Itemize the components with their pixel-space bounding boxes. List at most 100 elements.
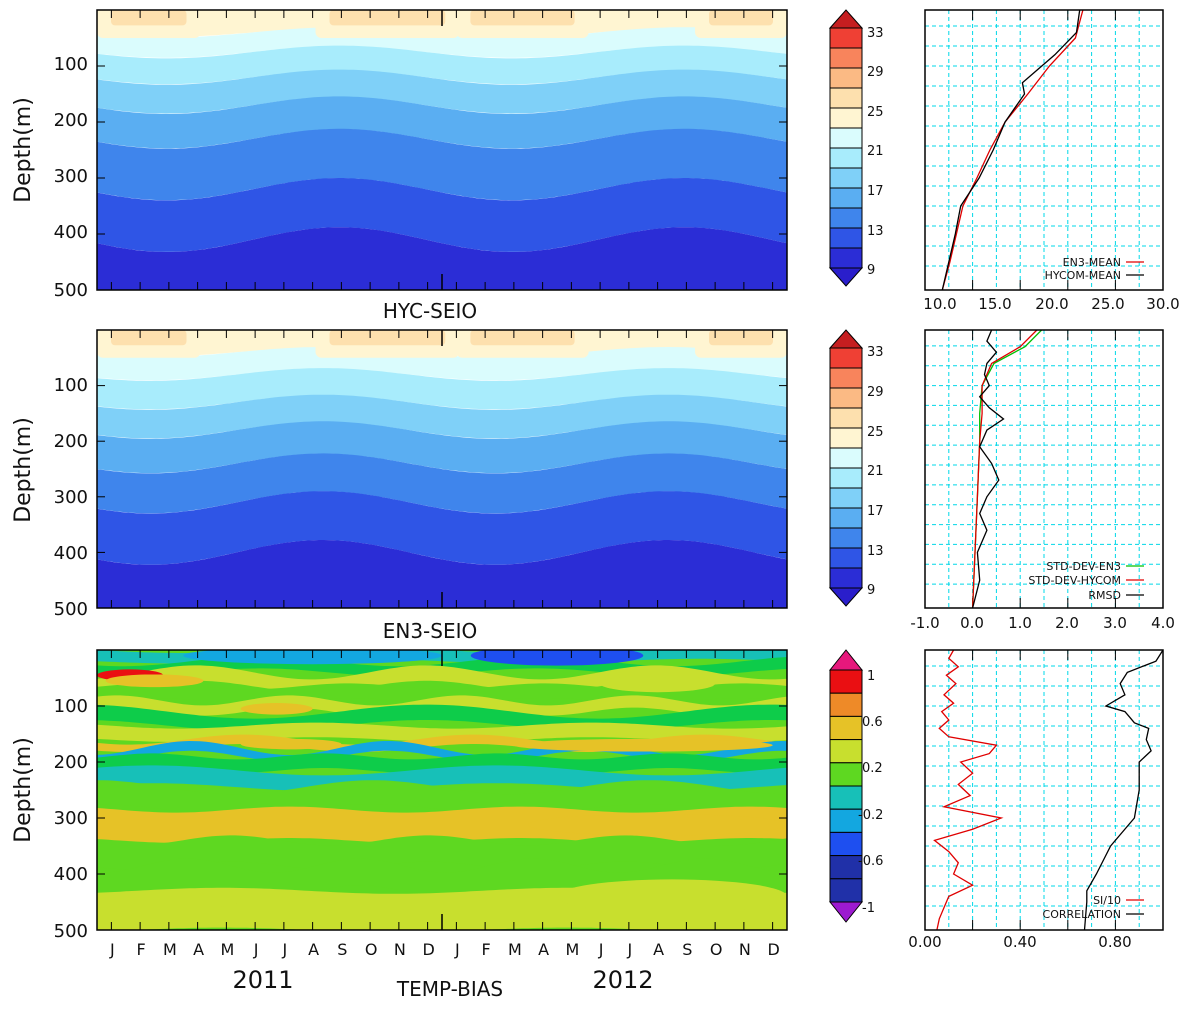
mean-lines bbox=[941, 10, 1084, 290]
month-label-0: J bbox=[109, 940, 115, 959]
series-line-rmsd bbox=[971, 330, 1005, 608]
bias-layer-9 bbox=[97, 753, 787, 773]
std-profile-panel: -1.0 0.0 1.0 2.0 3.0 4.0 STD-DEV-EN3 STD… bbox=[910, 329, 1175, 632]
hyc-frame bbox=[96, 9, 788, 291]
cbar-box-8 bbox=[829, 507, 863, 529]
en3-cbar-label-9: 9 bbox=[867, 583, 875, 598]
en3-cbar-label-17: 17 bbox=[867, 504, 884, 519]
contour-band-3 bbox=[97, 394, 787, 439]
bias-feature-2 bbox=[240, 703, 313, 715]
cbar-box-3 bbox=[829, 407, 863, 429]
cbar-top-arrow bbox=[828, 329, 864, 349]
cbar-box-5 bbox=[829, 447, 863, 469]
contour-band-5 bbox=[97, 453, 787, 514]
cbar-box-3 bbox=[829, 87, 863, 109]
std-xtick-3: 3.0 bbox=[1103, 614, 1127, 632]
hyc-ytick-500: 500 bbox=[54, 280, 88, 301]
bias-feature-7 bbox=[528, 813, 787, 836]
warm-core-patch-0 bbox=[111, 10, 187, 26]
bias-axis-ticks bbox=[97, 650, 787, 930]
legend-en3-mean-label: EN3-MEAN bbox=[1063, 256, 1121, 269]
bias-cbar-label-neg0.6: -0.6 bbox=[858, 854, 883, 869]
contour-band-7 bbox=[97, 227, 787, 290]
bias-feature-9 bbox=[183, 891, 241, 908]
bias-cbar-top-arrow bbox=[828, 649, 864, 671]
bias-cbar-label-0.2: 0.2 bbox=[862, 761, 883, 776]
cbar-box-11 bbox=[829, 247, 863, 269]
bias-colorbar-boxes bbox=[828, 649, 864, 923]
warm-core-patch-2 bbox=[470, 10, 575, 26]
year-label-2012: 2012 bbox=[592, 966, 653, 994]
bias-cbar-label-0.6: 0.6 bbox=[862, 715, 883, 730]
bias-colorbar: 1 0.6 0.2 -0.2 -0.6 -1 bbox=[828, 649, 883, 923]
hyc-cbar-label-25: 25 bbox=[867, 105, 884, 120]
month-label-19: A bbox=[653, 940, 664, 959]
bias-cbar-label-1: 1 bbox=[867, 669, 875, 684]
mean-xtick-20: 20.0 bbox=[1035, 295, 1068, 313]
bias-ylabel: Depth(m) bbox=[11, 737, 36, 843]
en3-frame bbox=[96, 329, 788, 609]
cbar-box-5 bbox=[829, 127, 863, 149]
legend-hycom-mean-label: HYCOM-MEAN bbox=[1045, 269, 1121, 282]
hyc-seio-panel: Depth(m) 100 200 300 400 500 HYC-SEIO bbox=[11, 9, 788, 323]
cbar-box-10 bbox=[829, 227, 863, 249]
contour-band-2 bbox=[97, 368, 787, 410]
en3-title: EN3-SEIO bbox=[383, 619, 478, 643]
cbar-top-arrow bbox=[828, 9, 864, 29]
bias-feature-5 bbox=[513, 738, 773, 752]
bias-feature-6 bbox=[240, 738, 342, 750]
en3-ylabel: Depth(m) bbox=[11, 417, 36, 523]
bias-cbar-box-5 bbox=[829, 785, 863, 810]
year-label-2011: 2011 bbox=[232, 966, 293, 994]
hyc-ytick-400: 400 bbox=[54, 222, 88, 243]
hyc-cbar-label-17: 17 bbox=[867, 184, 884, 199]
hyc-ytick-100: 100 bbox=[54, 54, 88, 75]
legend-std-hycom-label: STD-DEV-HYCOM bbox=[1028, 574, 1121, 587]
bias-cbar-box-0 bbox=[829, 669, 863, 694]
series-line-si-10 bbox=[933, 650, 1004, 930]
month-label-4: M bbox=[220, 940, 234, 959]
month-label-12: J bbox=[454, 940, 460, 959]
bias-cbar-box-4 bbox=[829, 762, 863, 787]
en3-cbar-label-25: 25 bbox=[867, 425, 884, 440]
contour-band-6 bbox=[97, 491, 787, 565]
cbar-box-10 bbox=[829, 547, 863, 569]
contour-band-6 bbox=[97, 178, 787, 252]
si-xtick-0.4: 0.40 bbox=[1003, 933, 1036, 951]
hyc-cbar-label-21: 21 bbox=[867, 144, 884, 159]
series-line-std-dev-hycom bbox=[971, 330, 1038, 608]
en3-ytick-400: 400 bbox=[54, 543, 88, 564]
cbar-box-7 bbox=[829, 487, 863, 509]
month-label-18: J bbox=[627, 940, 633, 959]
month-label-2: M bbox=[163, 940, 177, 959]
en3-ytick-500: 500 bbox=[54, 599, 88, 620]
cbar-bottom-arrow bbox=[828, 587, 864, 607]
hyc-cbar-label-29: 29 bbox=[867, 65, 884, 80]
series-line-std-dev-en3 bbox=[971, 330, 1043, 608]
cbar-bottom-arrow bbox=[828, 267, 864, 287]
en3-cbar-label-13: 13 bbox=[867, 544, 884, 559]
hyc-colorbar-boxes bbox=[828, 9, 864, 287]
series-line-en3-mean bbox=[941, 10, 1084, 290]
hyc-ytick-300: 300 bbox=[54, 166, 88, 187]
hyc-cbar-label-33: 33 bbox=[867, 26, 884, 41]
bias-feature-10 bbox=[600, 675, 716, 693]
hyc-title: HYC-SEIO bbox=[383, 299, 477, 323]
mean-legend: EN3-MEAN HYCOM-MEAN bbox=[1045, 256, 1144, 282]
en3-colorbar-boxes bbox=[828, 329, 864, 607]
std-xtick-4: 4.0 bbox=[1151, 614, 1175, 632]
contour-band-5 bbox=[97, 128, 787, 201]
month-label-14: M bbox=[508, 940, 522, 959]
month-label-21: O bbox=[710, 940, 723, 959]
si-frame bbox=[924, 649, 1164, 931]
si-grid bbox=[924, 650, 1164, 930]
hyc-contour-fill bbox=[97, 10, 787, 290]
bias-ytick-300: 300 bbox=[54, 808, 88, 829]
warm-core-patch-3 bbox=[709, 330, 773, 346]
month-label-22: N bbox=[739, 940, 751, 959]
cbar-box-4 bbox=[829, 107, 863, 129]
month-label-16: M bbox=[565, 940, 579, 959]
month-label-7: A bbox=[308, 940, 319, 959]
mean-xtick-30: 30.0 bbox=[1146, 295, 1179, 313]
